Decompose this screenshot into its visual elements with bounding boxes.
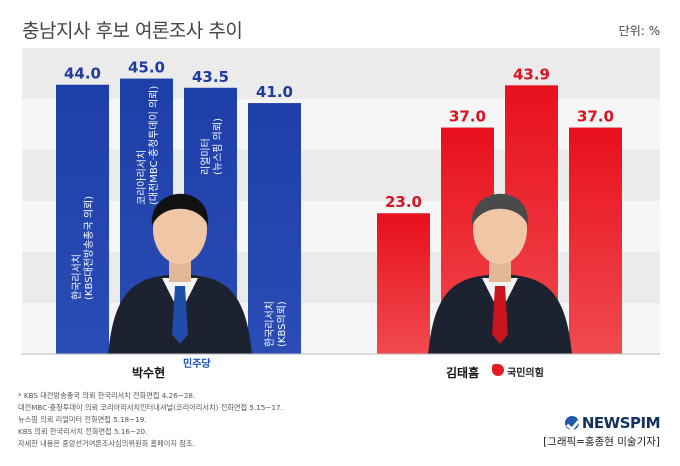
tie xyxy=(492,286,508,344)
bar-kim xyxy=(377,213,430,354)
poll-source-label: (대전MBC·충청투데이 의뢰) xyxy=(148,86,160,205)
party-logo-democratic: 민주당 xyxy=(183,359,211,370)
data-label: 45.0 xyxy=(128,59,165,77)
unit-label: 단위: % xyxy=(618,24,660,38)
survey-notes: * KBS 대전방송총국 의뢰 한국리서치 전화면접 4.26~28. 대전MB… xyxy=(18,390,283,450)
chart-title: 충남지사 후보 여론조사 추이 xyxy=(22,20,243,42)
grid-band xyxy=(22,252,660,303)
party-logo-ppp: 국민의힘 xyxy=(507,368,544,379)
tie xyxy=(172,286,188,344)
bar-park xyxy=(56,84,109,354)
data-label: 37.0 xyxy=(577,108,614,126)
poll-source-label: 코리아리서치 xyxy=(136,150,148,205)
hair xyxy=(151,193,209,226)
poll-source-label: 리얼미터 xyxy=(200,138,212,175)
poll-source-label: (KBS의뢰) xyxy=(276,301,288,347)
data-label: 37.0 xyxy=(449,108,486,126)
note-line: 자세한 내용은 중앙선거여론조사심의위원회 홈페이지 참조. xyxy=(18,439,195,448)
poll-source-label: 한국리서치 xyxy=(71,254,83,300)
poll-source-label: 한국리서치 xyxy=(264,301,276,347)
note-line: * KBS 대전방송총국 의뢰 한국리서치 전화면접 4.26~28. xyxy=(18,391,196,400)
candidate-name-park: 박수현 xyxy=(132,366,166,380)
note-line: 대전MBC·충청투데이 의뢰 코리아리서치인터내셔널(코리아리서치) 전화면접 … xyxy=(18,403,283,412)
hair xyxy=(471,193,529,226)
bar-park xyxy=(248,103,301,354)
candidate-photo xyxy=(428,193,572,354)
poll-source-label: (KBS대전방송총국 의뢰) xyxy=(83,196,95,300)
face xyxy=(473,194,527,264)
graphic-credit: [그래픽=홍종현 미술기자] xyxy=(543,436,660,448)
note-line: 뉴스핌 의뢰 리얼미터 전화면접 5.18~19. xyxy=(18,415,147,424)
brand-text: NEWSPIM xyxy=(581,414,661,432)
data-label: 44.0 xyxy=(64,65,101,83)
grid-band xyxy=(22,150,660,201)
candidate-name-kim: 김태흠 xyxy=(446,366,480,380)
grid-band xyxy=(22,99,660,150)
face xyxy=(153,194,207,264)
candidate-photo xyxy=(108,193,252,354)
note-line: KBS 의뢰 한국리서치 전화면접 5.16~20. xyxy=(18,427,148,436)
brand-logo: NEWSPIM xyxy=(564,414,661,432)
grid-band xyxy=(22,201,660,252)
data-label: 23.0 xyxy=(385,193,422,211)
data-label: 43.9 xyxy=(513,65,550,83)
data-label: 41.0 xyxy=(256,83,293,101)
grid-band xyxy=(22,48,660,99)
bar-kim xyxy=(569,127,622,354)
poll-source-label: (뉴스핌 의뢰) xyxy=(212,118,224,175)
newspim-icon xyxy=(564,416,579,430)
party-logo-icon xyxy=(492,364,504,376)
data-label: 43.5 xyxy=(192,68,229,86)
